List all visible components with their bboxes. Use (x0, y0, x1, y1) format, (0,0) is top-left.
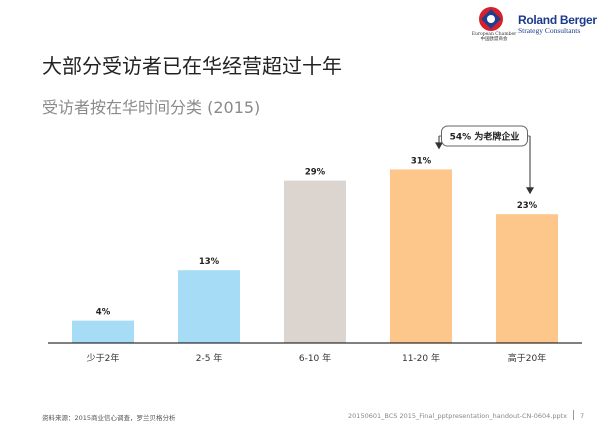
roland-berger-tagline: Strategy Consultants (518, 26, 581, 35)
bar-1 (72, 320, 134, 343)
bar-2 (178, 270, 240, 343)
category-label-5: 高于20年 (508, 352, 546, 364)
chart-subtitle: 受访者按在华时间分类 (2015) (42, 98, 261, 117)
footer-separator (573, 410, 574, 420)
value-label-3: 29% (305, 168, 326, 178)
bar-5 (496, 214, 558, 343)
category-label-3: 6-10 年 (299, 352, 331, 364)
footer-source: 资料来源：2015商业信心调查，罗兰贝格分析 (42, 414, 176, 422)
annotation-arrowhead-1 (435, 142, 443, 150)
footer-filename: 20150601_BCS 2015_Final_pptpresentation_… (348, 412, 567, 420)
value-label-2: 13% (199, 257, 220, 267)
category-label-4: 11-20 年 (402, 352, 440, 364)
european-chamber-name: European Chamber 中国欧盟商会 (471, 32, 517, 42)
bar-3 (284, 180, 346, 343)
annotation-box (441, 125, 528, 147)
page-number: 7 (580, 412, 585, 420)
value-label-4: 31% (411, 156, 432, 166)
category-label-1: 少于2年 (87, 352, 120, 364)
bar-4 (390, 169, 452, 343)
category-label-2: 2-5 年 (196, 352, 223, 364)
european-chamber-emblem (479, 7, 503, 31)
header-logos: European Chamber 中国欧盟商会 Roland Berger St… (470, 4, 610, 44)
value-label-1: 4% (96, 308, 111, 318)
roland-berger-logo: Roland Berger (518, 13, 597, 27)
value-label-5: 23% (517, 201, 538, 211)
page-title: 大部分受访者已在华经营超过十年 (42, 54, 342, 78)
annotation-arrowhead-2 (526, 187, 534, 195)
annotation-label: 54% 为老牌企业 (450, 131, 520, 143)
